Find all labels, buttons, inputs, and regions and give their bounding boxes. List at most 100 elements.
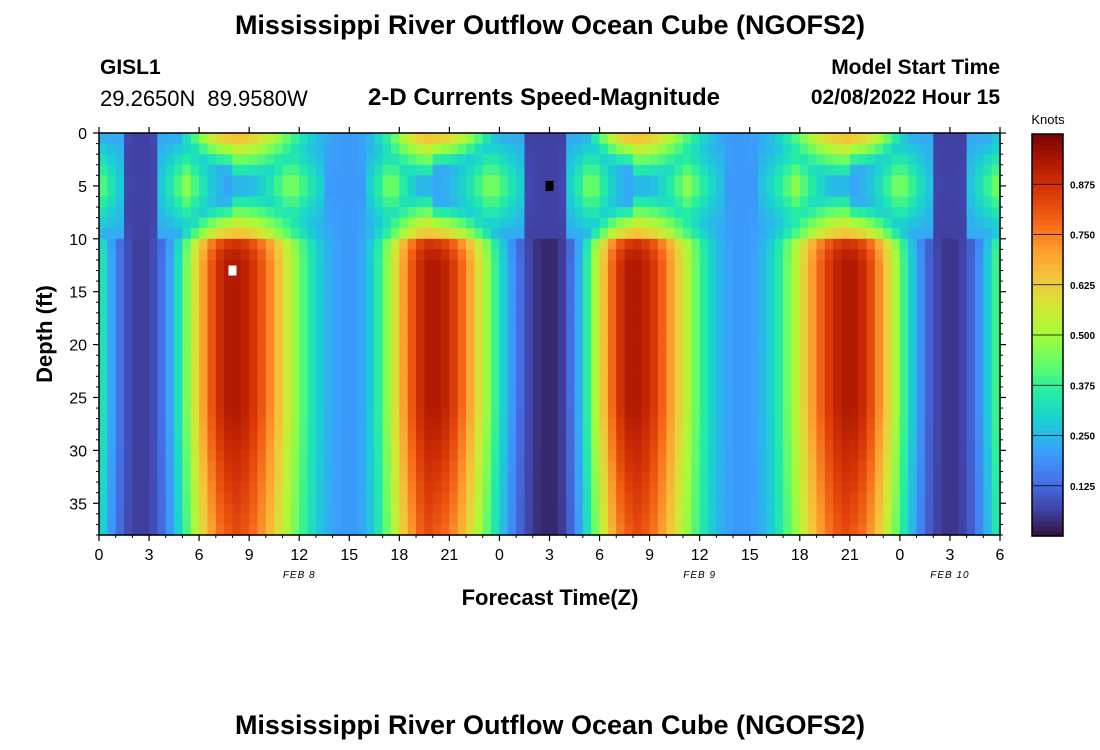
heatmap-cell	[733, 439, 742, 451]
colorbar-tick-label: 0.625	[1070, 281, 1095, 292]
heatmap-cell	[716, 450, 726, 462]
heatmap-cell	[582, 133, 592, 145]
heatmap-cell	[182, 270, 192, 282]
heatmap-cell	[340, 249, 350, 261]
heatmap-cell	[858, 217, 868, 229]
heatmap-cell	[332, 291, 342, 303]
heatmap-cell	[841, 450, 851, 462]
heatmap-cell	[174, 344, 184, 356]
heatmap-cell	[657, 238, 667, 250]
heatmap-cell	[833, 259, 843, 272]
heatmap-cell	[132, 323, 142, 335]
heatmap-cell	[466, 207, 476, 219]
heatmap-cell	[307, 492, 317, 504]
heatmap-cell	[632, 207, 642, 219]
heatmap-cell	[616, 482, 626, 494]
heatmap-cell	[674, 238, 684, 250]
heatmap-cell	[541, 323, 551, 335]
heatmap-cell	[165, 185, 175, 198]
heatmap-cell	[949, 524, 959, 536]
heatmap-cell	[574, 323, 584, 335]
heatmap-cell	[257, 334, 267, 346]
heatmap-cell	[449, 238, 459, 250]
heatmap-cell	[290, 471, 300, 483]
heatmap-cell	[908, 397, 918, 409]
heatmap-cell	[424, 217, 434, 229]
heatmap-cell	[549, 418, 559, 430]
heatmap-cell	[941, 355, 951, 367]
heatmap-cell	[641, 418, 651, 430]
heatmap-cell	[566, 249, 576, 261]
heatmap-cell	[140, 344, 150, 356]
heatmap-cell	[783, 355, 793, 367]
heatmap-cell	[716, 524, 726, 536]
heatmap-cell	[374, 471, 384, 483]
heatmap-cell	[816, 281, 826, 293]
heatmap-cell	[816, 482, 826, 494]
heatmap-cell	[491, 418, 501, 430]
heatmap-cell	[574, 302, 584, 314]
heatmap-cell	[441, 228, 450, 240]
heatmap-cell	[232, 344, 242, 356]
station-longitude: 89.9580W	[207, 86, 308, 111]
heatmap-cell	[374, 281, 384, 293]
heatmap-cell	[808, 185, 818, 198]
heatmap-cell	[591, 397, 601, 409]
heatmap-cell	[783, 482, 793, 494]
heatmap-cell	[524, 418, 534, 430]
heatmap-cell	[149, 270, 158, 282]
heatmap-cell	[549, 228, 559, 240]
heatmap-cell	[908, 143, 918, 155]
heatmap-cell	[991, 355, 1001, 367]
heatmap-cell	[399, 386, 409, 399]
heatmap-cell	[858, 249, 868, 261]
heatmap-cell	[491, 524, 501, 536]
heatmap-cell	[682, 302, 692, 314]
heatmap-cell	[282, 344, 292, 356]
heatmap-cell	[215, 365, 225, 377]
heatmap-cell	[416, 376, 425, 388]
heatmap-cell	[399, 302, 409, 314]
heatmap-cell	[132, 418, 142, 430]
heatmap-cell	[941, 471, 951, 483]
heatmap-cell	[708, 164, 717, 176]
heatmap-cell	[474, 408, 484, 420]
heatmap-cell	[307, 439, 317, 451]
heatmap-cell	[149, 376, 158, 388]
heatmap-cell	[824, 281, 834, 293]
heatmap-cell	[174, 164, 184, 176]
heatmap-cell	[774, 249, 784, 261]
heatmap-cell	[574, 164, 584, 176]
heatmap-cell	[232, 196, 242, 208]
heatmap-cell	[99, 207, 108, 219]
heatmap-cell	[265, 513, 275, 526]
heatmap-cell	[541, 460, 551, 473]
heatmap-cell	[808, 164, 818, 176]
heatmap-cell	[866, 503, 876, 515]
heatmap-cell	[365, 376, 375, 388]
heatmap-cell	[708, 492, 717, 504]
heatmap-cell	[174, 175, 184, 187]
heatmap-cell	[374, 217, 384, 229]
heatmap-cell	[657, 429, 667, 441]
heatmap-cell	[224, 503, 234, 515]
heatmap-cell	[299, 397, 309, 409]
heatmap-cell	[557, 513, 567, 526]
heatmap-cell	[958, 439, 968, 451]
heatmap-cell	[466, 302, 476, 314]
x-tick-label: 9	[645, 547, 654, 564]
colorbar-swatch	[1032, 299, 1063, 306]
heatmap-cell	[783, 217, 793, 229]
heatmap-cell	[499, 175, 509, 187]
heatmap-cell	[357, 386, 367, 399]
heatmap-cell	[207, 334, 217, 346]
heatmap-cell	[816, 291, 826, 303]
heatmap-cell	[107, 524, 117, 536]
heatmap-cell	[566, 154, 576, 166]
heatmap-cell	[466, 365, 476, 377]
heatmap-cell	[407, 492, 417, 504]
heatmap-cell	[783, 259, 793, 272]
heatmap-cell	[799, 281, 809, 293]
heatmap-cell	[407, 259, 417, 272]
heatmap-cell	[424, 376, 434, 388]
